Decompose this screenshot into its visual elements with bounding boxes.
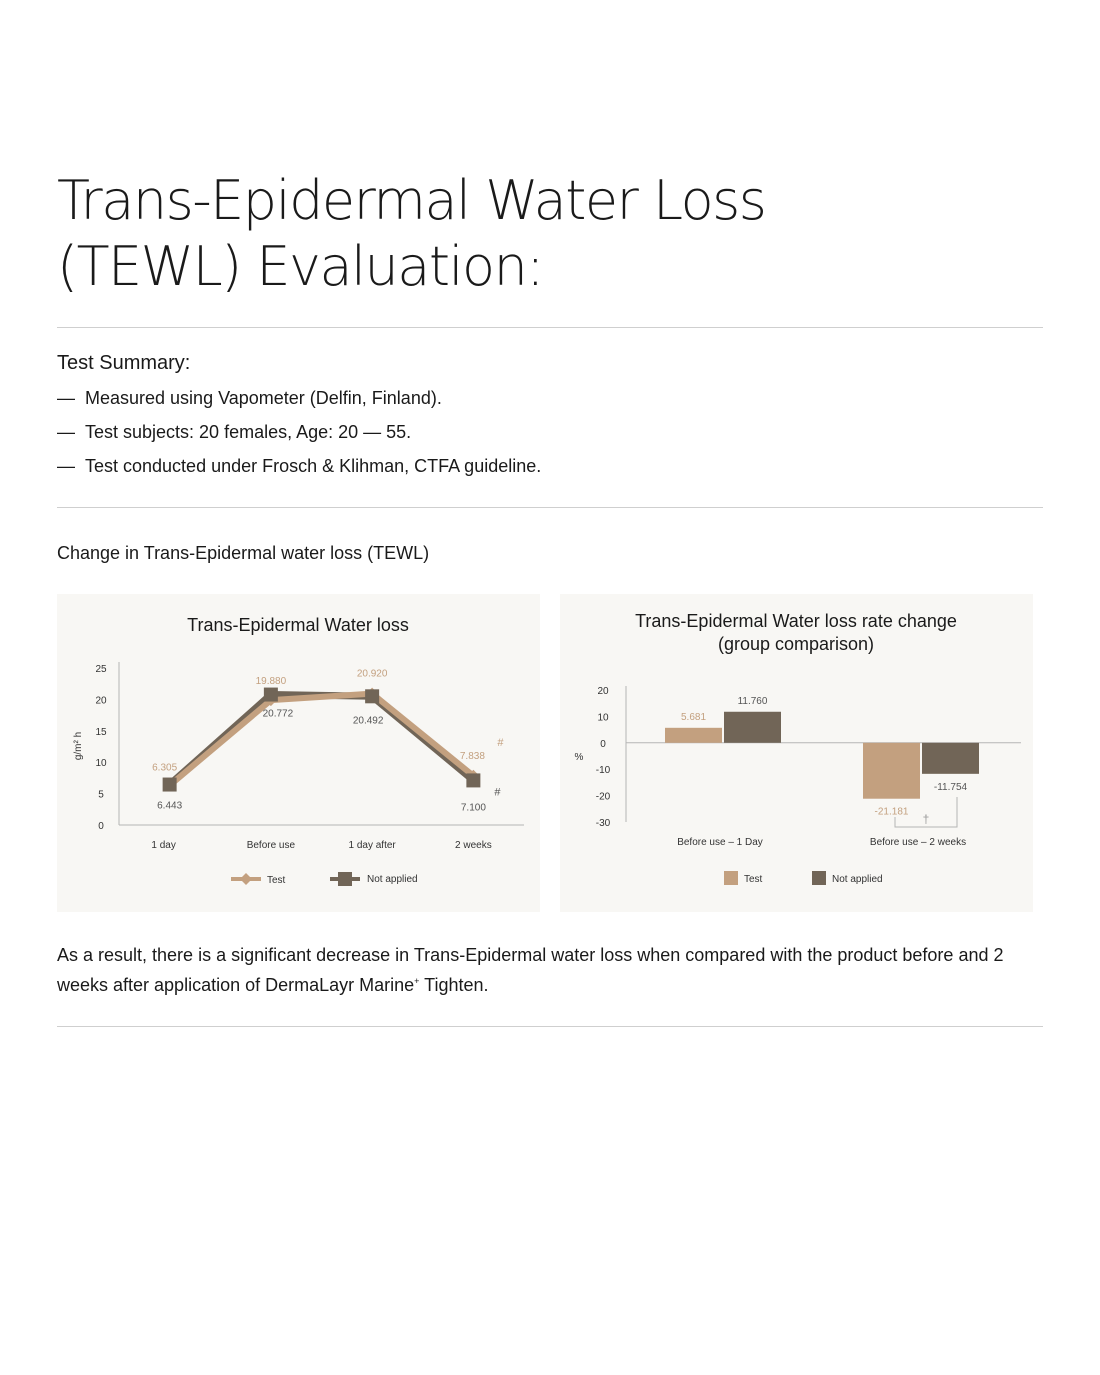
significance-bracket <box>894 797 958 828</box>
y-axis-label: % <box>575 752 584 763</box>
data-label-not-applied: -11.754 <box>934 782 968 793</box>
data-label-not-applied: 7.100 <box>461 802 486 813</box>
point-not-applied <box>162 777 177 792</box>
divider-top <box>57 327 1043 328</box>
legend-label-test: Test <box>744 874 763 885</box>
x-tick-label: Before use <box>247 840 296 851</box>
annotation-hash-not-applied: # <box>494 786 501 798</box>
chart-title: Trans-Epidermal Water loss <box>187 615 409 635</box>
y-tick-label: 0 <box>98 821 104 832</box>
data-label-test: 19.880 <box>256 676 287 687</box>
point-not-applied <box>466 773 481 788</box>
y-tick-label: 20 <box>95 695 107 706</box>
line-chart: Trans-Epidermal Water loss 0 5 10 15 20 25 g/m²… <box>73 615 524 886</box>
summary-item: — Test subjects: 20 females, Age: 20 — 55… <box>57 419 541 453</box>
x-tick-label: 2 weeks <box>455 840 492 851</box>
y-tick-label: 10 <box>95 758 107 769</box>
bar-test <box>665 727 722 743</box>
y-tick-label: 10 <box>597 712 609 723</box>
result-text: As a result, there is a significant decr… <box>57 945 1004 995</box>
legend-marker-not-applied <box>338 872 352 886</box>
y-tick-label: -30 <box>596 818 611 829</box>
summary-dash: — <box>57 422 75 442</box>
y-tick-label: 15 <box>95 727 107 738</box>
summary-item: — Test conducted under Frosch & Klihman, … <box>57 453 541 487</box>
bar-not-applied <box>724 711 781 743</box>
data-label-test: 5.681 <box>681 712 706 723</box>
x-tick-label: Before use – 2 weeks <box>870 837 966 848</box>
data-label-not-applied: 20.772 <box>263 709 294 720</box>
bar-not-applied <box>922 742 979 774</box>
y-tick-label: -20 <box>596 792 611 803</box>
data-label-test: 6.305 <box>152 762 177 773</box>
legend-marker-test <box>240 873 252 885</box>
result-text-end: Tighten. <box>419 975 489 995</box>
summary-text: Test subjects: 20 females, Age: 20 — 55. <box>85 422 412 442</box>
point-not-applied <box>365 689 380 704</box>
x-tick-label: Before use – 1 Day <box>677 837 763 848</box>
point-not-applied <box>263 687 278 702</box>
result-paragraph: As a result, there is a significant decr… <box>57 942 1037 998</box>
summary-text: Measured using Vapometer (Delfin, Finlan… <box>85 388 442 408</box>
summary-dash: — <box>57 388 75 408</box>
summary-list: — Measured using Vapometer (Delfin, Finla… <box>57 385 541 487</box>
summary-heading: Test Summary: <box>57 352 191 374</box>
data-label-test: 7.838 <box>460 751 485 762</box>
legend-label-test: Test <box>267 875 286 886</box>
summary-text: Test conducted under Frosch & Klihman, C… <box>85 456 542 476</box>
y-tick-label: 20 <box>597 686 609 697</box>
section-heading: Change in Trans-Epidermal water loss (TE… <box>57 543 430 563</box>
data-label-test: 20.920 <box>357 669 388 680</box>
divider-bottom <box>57 1026 1043 1027</box>
data-label-not-applied: 6.443 <box>157 801 182 812</box>
summary-dash: — <box>57 456 75 476</box>
page-title-line-2: (TEWL) Evaluation: <box>57 235 545 298</box>
legend-swatch-not-applied <box>812 871 826 885</box>
legend-label-not-applied: Not applied <box>832 874 883 885</box>
data-label-not-applied: 11.760 <box>738 696 768 707</box>
chart-subtitle: (group comparison) <box>718 634 874 654</box>
y-axis-label: g/m² h <box>73 732 84 760</box>
annotation-hash-test: # <box>497 737 504 749</box>
bar-chart-panel: Trans-Epidermal Water loss rate change (g… <box>560 594 1033 912</box>
legend-label-not-applied: Not applied <box>367 874 418 885</box>
y-tick-label: 0 <box>600 739 606 750</box>
x-tick-label: 1 day after <box>348 840 396 851</box>
bar-chart: Trans-Epidermal Water loss rate change (g… <box>575 611 1021 885</box>
bar-test <box>863 742 920 799</box>
y-tick-label: 25 <box>95 664 107 675</box>
y-tick-label: -10 <box>596 765 611 776</box>
data-label-not-applied: 20.492 <box>353 715 384 726</box>
result-superscript: + <box>414 976 420 986</box>
chart-title: Trans-Epidermal Water loss rate change <box>635 611 957 631</box>
line-chart-panel: Trans-Epidermal Water loss 0 5 10 15 20 25 g/m²… <box>57 594 540 912</box>
y-tick-label: 5 <box>98 790 104 801</box>
data-label-test: -21.181 <box>875 807 909 818</box>
legend-swatch-test <box>724 871 738 885</box>
annotation-dagger: † <box>923 812 930 826</box>
page-title-line-1: Trans-Epidermal Water Loss <box>57 169 767 232</box>
x-tick-label: 1 day <box>151 840 175 851</box>
page-title: Trans-Epidermal Water Loss (TEWL) Evalua… <box>57 168 957 300</box>
series-line-test <box>167 690 476 788</box>
divider-middle <box>57 507 1043 508</box>
summary-item: — Measured using Vapometer (Delfin, Finla… <box>57 385 541 419</box>
